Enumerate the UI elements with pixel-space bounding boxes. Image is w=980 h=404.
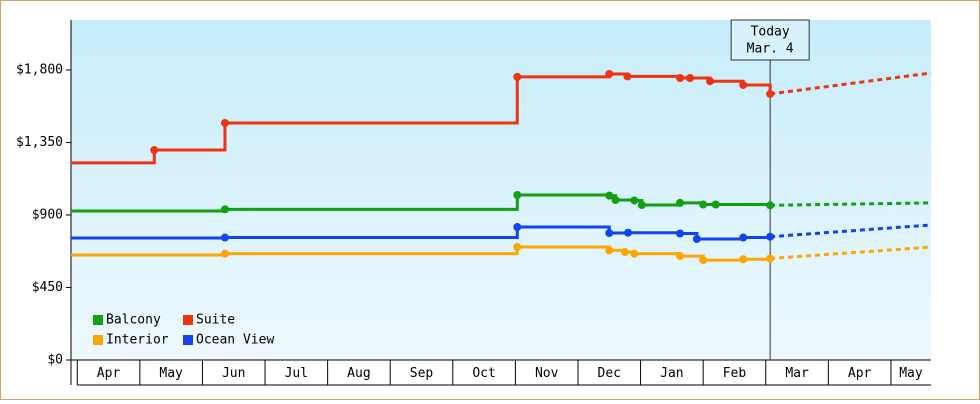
price-point <box>766 201 775 210</box>
legend-swatch <box>183 335 193 345</box>
y-tick-label: $1,350 <box>16 135 63 150</box>
legend-label: Ocean View <box>196 333 274 348</box>
price-point <box>686 74 695 83</box>
price-point <box>605 229 614 238</box>
price-point <box>220 118 229 127</box>
y-tick-label: $1,800 <box>16 62 63 77</box>
price-point <box>739 233 748 242</box>
plot-area <box>71 20 931 360</box>
today-label: Today <box>751 25 790 40</box>
price-point <box>766 232 775 241</box>
price-point <box>513 72 522 81</box>
price-point <box>513 243 522 252</box>
price-point <box>220 249 229 258</box>
x-tick-label: Nov <box>535 366 559 381</box>
price-point <box>605 191 614 200</box>
x-tick-label: Sep <box>410 366 434 381</box>
price-point <box>706 77 715 86</box>
legend-label: Interior <box>106 333 169 348</box>
price-point <box>711 200 720 209</box>
legend-swatch <box>183 315 193 325</box>
x-tick-label: Mar <box>785 366 809 381</box>
price-point <box>513 190 522 199</box>
legend-swatch <box>93 335 103 345</box>
x-tick-label: Feb <box>723 366 747 381</box>
y-tick-label: $0 <box>47 353 63 368</box>
x-tick-label: May <box>899 366 923 381</box>
legend-label: Balcony <box>106 313 161 328</box>
price-point <box>624 228 633 237</box>
x-tick-label: Apr <box>97 366 121 381</box>
y-tick-label: $450 <box>32 280 63 295</box>
price-point <box>630 249 639 258</box>
price-point <box>699 256 708 265</box>
x-tick-label: Jun <box>222 366 245 381</box>
x-tick-label: May <box>159 366 183 381</box>
price-point <box>605 246 614 255</box>
price-point <box>699 200 708 209</box>
today-label: Mar. 4 <box>747 42 794 57</box>
price-point <box>692 234 701 243</box>
price-point <box>150 146 159 155</box>
y-tick-label: $900 <box>32 207 63 222</box>
x-tick-label: Aug <box>347 366 370 381</box>
x-tick-label: Oct <box>472 366 495 381</box>
price-point <box>766 89 775 98</box>
price-point <box>630 196 639 205</box>
forecast-line <box>769 71 932 96</box>
x-tick-label: Jul <box>285 366 308 381</box>
price-point <box>676 229 685 238</box>
today-box <box>730 19 810 61</box>
price-point <box>605 69 614 78</box>
x-tick-label: Apr <box>848 366 872 381</box>
x-tick-label: Jan <box>660 366 683 381</box>
price-point <box>676 252 685 261</box>
price-point <box>513 223 522 232</box>
price-point <box>637 200 646 209</box>
legend-swatch <box>93 315 103 325</box>
price-point <box>220 233 229 242</box>
price-point <box>611 195 620 204</box>
price-point <box>766 254 775 263</box>
price-point <box>220 205 229 214</box>
x-tick-label: Dec <box>598 366 621 381</box>
price-point <box>739 80 748 89</box>
price-point <box>676 198 685 207</box>
price-point <box>620 248 629 257</box>
price-point <box>623 72 632 81</box>
legend-label: Suite <box>196 313 235 328</box>
price-point <box>676 74 685 83</box>
price-point <box>739 255 748 264</box>
